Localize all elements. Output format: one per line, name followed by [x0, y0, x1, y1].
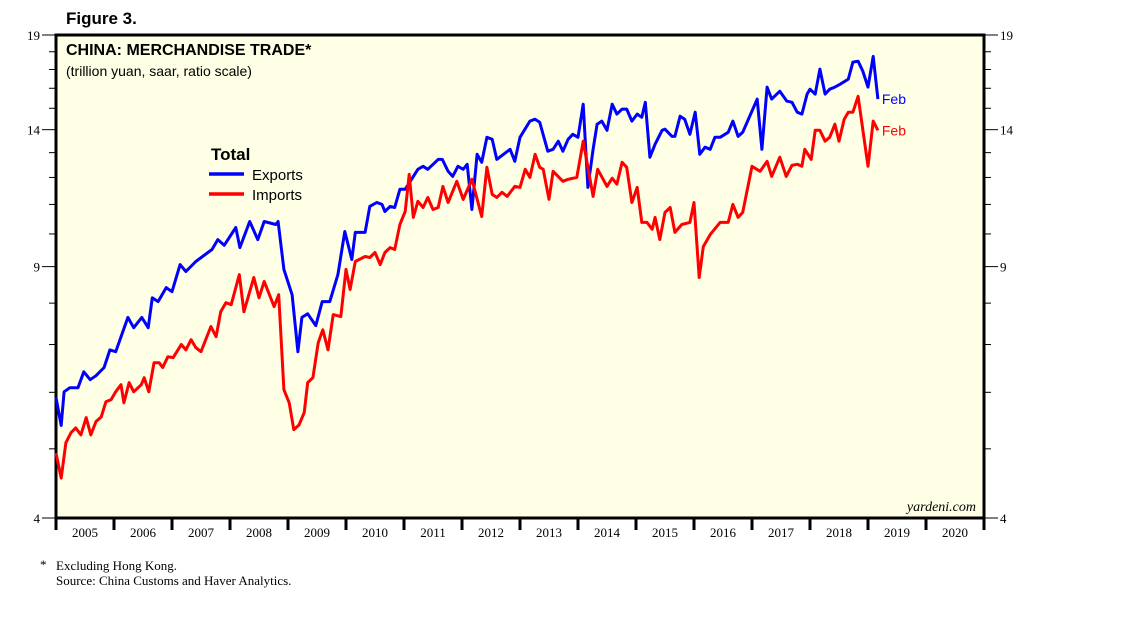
- x-tick-label: 2005: [72, 525, 98, 540]
- x-tick-label: 2008: [246, 525, 272, 540]
- figure-label: Figure 3.: [66, 9, 137, 28]
- axes: 4 4 9 9 14 14 19 19 2005 2006 2007 2008 2009 2010 2011…: [27, 28, 1014, 540]
- y-tick-label-left: 4: [34, 511, 41, 526]
- y-tick-label-left: 19: [27, 28, 40, 43]
- chart-title: CHINA: MERCHANDISE TRADE*: [66, 42, 312, 59]
- y-tick-label-right: 19: [1000, 28, 1013, 43]
- series-line-exports: [54, 54, 880, 427]
- y-tick-label-left: 9: [34, 260, 41, 275]
- end-label-imports: Feb: [882, 122, 906, 138]
- footnote-note: Excluding Hong Kong.: [56, 558, 177, 573]
- x-tick-label: 2015: [652, 525, 678, 540]
- x-tick-label: 2014: [594, 525, 621, 540]
- y-tick-label-right: 9: [1000, 260, 1007, 275]
- x-tick-label: 2006: [130, 525, 157, 540]
- x-tick-label: 2020: [942, 525, 968, 540]
- y-tick-label-right: 4: [1000, 511, 1007, 526]
- watermark: yardeni.com: [905, 500, 976, 515]
- x-tick-label: 2011: [420, 525, 446, 540]
- legend-label-exports: Exports: [252, 167, 303, 184]
- series-line-imports: [54, 94, 880, 480]
- x-tick-label: 2012: [478, 525, 504, 540]
- x-tick-label: 2010: [362, 525, 388, 540]
- legend-title: Total: [211, 145, 250, 164]
- x-tick-label: 2009: [304, 525, 330, 540]
- footnote-source: Source: China Customs and Haver Analytic…: [56, 573, 291, 588]
- legend-label-imports: Imports: [252, 187, 302, 204]
- x-tick-label: 2013: [536, 525, 562, 540]
- x-tick-label: 2019: [884, 525, 910, 540]
- plot-area: [54, 33, 986, 520]
- y-tick-label-left: 14: [27, 123, 41, 138]
- footnote-marker: *: [40, 557, 47, 572]
- x-tick-label: 2018: [826, 525, 852, 540]
- y-tick-label-right: 14: [1000, 123, 1014, 138]
- series-group: Feb Feb: [54, 54, 906, 480]
- x-tick-label: 2017: [768, 525, 795, 540]
- legend: Total Exports Imports: [209, 145, 303, 204]
- x-tick-label: 2016: [710, 525, 737, 540]
- chart-subtitle: (trillion yuan, saar, ratio scale): [66, 63, 252, 79]
- x-tick-label: 2007: [188, 525, 215, 540]
- end-label-exports: Feb: [882, 91, 906, 107]
